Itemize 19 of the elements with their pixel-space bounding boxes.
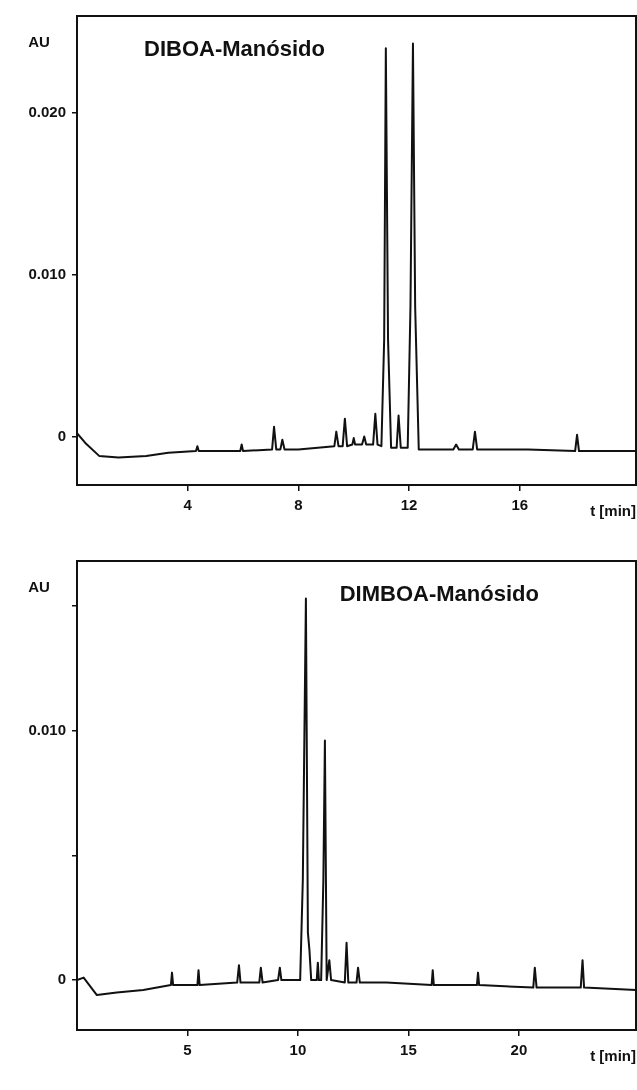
y-tick-label: 0.010 bbox=[28, 720, 66, 738]
x-tick-label: 5 bbox=[183, 1041, 192, 1059]
y-axis-title: AU bbox=[28, 33, 50, 51]
x-axis-title: t [min] bbox=[590, 1046, 636, 1064]
x-tick-label: 16 bbox=[511, 496, 529, 514]
x-tick-label: 4 bbox=[183, 496, 193, 514]
y-tick-label: 0.020 bbox=[28, 103, 66, 121]
x-tick-label: 10 bbox=[289, 1041, 307, 1059]
y-axis-title: AU bbox=[28, 578, 50, 596]
x-tick-label: 15 bbox=[400, 1041, 417, 1059]
y-tick-label: 0.010 bbox=[28, 264, 66, 282]
x-axis-title: t [min] bbox=[590, 501, 636, 519]
x-tick-label: 8 bbox=[294, 496, 303, 514]
y-tick-label: 0 bbox=[57, 970, 66, 988]
x-tick-label: 12 bbox=[400, 496, 418, 514]
x-tick-label: 20 bbox=[510, 1041, 528, 1059]
y-tick-label: 0 bbox=[57, 426, 66, 444]
text: DIMBOA-Manósido bbox=[339, 581, 539, 607]
text: DIBOA-Manósido bbox=[144, 36, 325, 62]
